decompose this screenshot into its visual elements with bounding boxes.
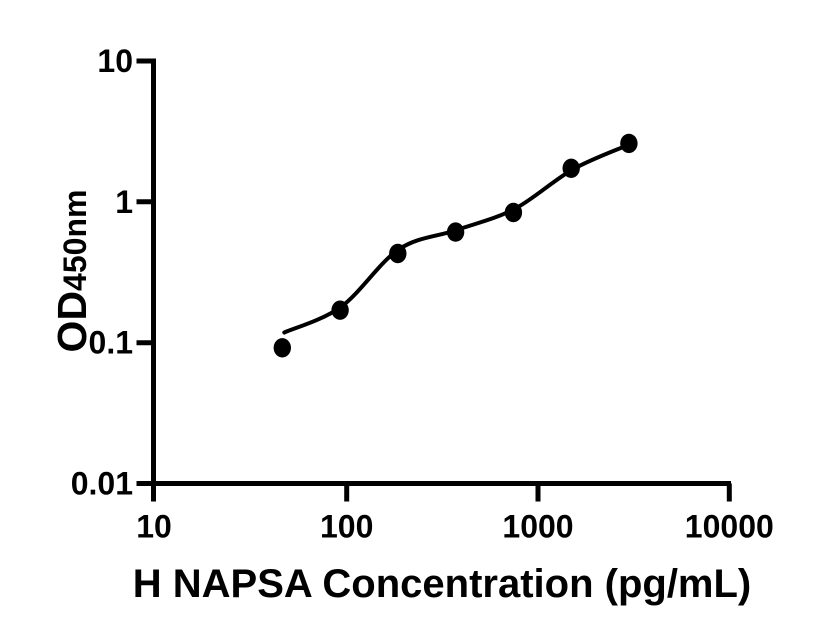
data-point-series: [273, 133, 638, 358]
data-point: [562, 158, 580, 178]
x-tick-labels: 10 100 1000 10000: [136, 509, 774, 545]
y-axis-title: OD450nm: [49, 190, 95, 353]
y-tick-label-0p1: 0.1: [89, 325, 133, 361]
y-tick-label-1: 1: [115, 184, 133, 220]
data-point: [504, 202, 523, 223]
data-point: [273, 338, 291, 358]
y-axis-title-main: OD: [49, 291, 95, 353]
data-point: [446, 222, 465, 242]
data-point: [620, 133, 638, 154]
data-point: [389, 243, 407, 264]
x-tick-label-10000: 10000: [685, 509, 774, 545]
x-tick-label-10: 10: [136, 509, 172, 545]
y-tick-label-0p01: 0.01: [71, 466, 133, 502]
x-axis-title: H NAPSA Concentration (pg/mL): [133, 562, 752, 606]
x-tick-label-100: 100: [320, 509, 373, 545]
data-point: [331, 300, 349, 320]
y-tick-label-10: 10: [97, 43, 133, 79]
y-axis-title-sub: 450nm: [57, 190, 93, 291]
axes: [136, 58, 732, 502]
y-tick-labels: 10 1 0.1 0.01: [71, 43, 133, 502]
x-tick-label-1000: 1000: [502, 509, 573, 545]
